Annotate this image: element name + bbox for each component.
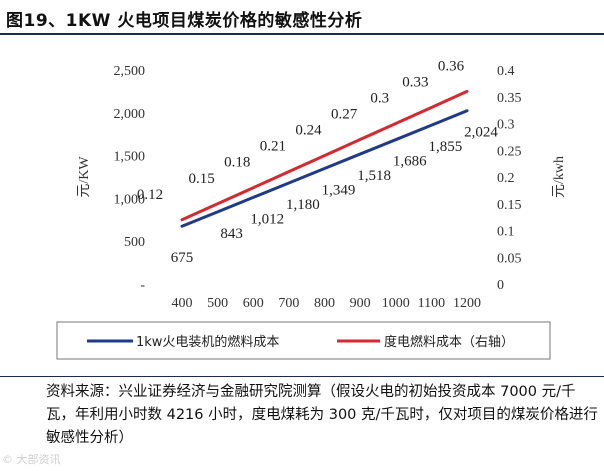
fuel-cost-per-kw-label: 2,024 — [464, 125, 498, 141]
right-y-axis: 0 0.05 0.1 0.15 0.2 0.25 0.3 0.35 0.4 元/kwh — [497, 64, 567, 293]
left-tick-label: 2,000 — [114, 107, 146, 122]
left-axis-title: 元/KW — [77, 156, 92, 198]
x-tick-label: 500 — [207, 296, 228, 311]
fuel-cost-per-kw-label: 1,180 — [286, 197, 320, 213]
right-tick-label: 0.2 — [497, 171, 515, 186]
left-y-axis: - 500 1,000 1,500 2,000 2,500 元/KW — [77, 64, 145, 293]
legend-label-fuel-cost-per-kw: 1kw火电装机的燃料成本 — [136, 334, 279, 350]
left-tick-label: 1,500 — [114, 150, 146, 165]
fuel-cost-per-kwh-label: 0.18 — [224, 155, 250, 171]
fuel-cost-per-kwh-label: 0.33 — [402, 74, 428, 90]
right-tick-label: 0.1 — [497, 225, 515, 240]
x-tick-label: 900 — [350, 296, 371, 311]
source-divider — [0, 376, 604, 377]
x-tick-label: 1100 — [418, 296, 445, 311]
fuel-cost-per-kwh-line — [180, 89, 469, 222]
x-tick-label: 1200 — [453, 296, 481, 311]
title-divider — [0, 33, 604, 35]
data-labels: 675 843 1,0121,1801,3491,5181,6861,8552,02… — [137, 58, 499, 266]
fuel-cost-per-kw-label: 1,686 — [393, 154, 427, 170]
x-tick-label: 700 — [278, 296, 299, 311]
right-tick-label: 0.35 — [497, 91, 522, 106]
right-tick-label: 0.25 — [497, 144, 522, 159]
left-tick-label: - — [140, 278, 145, 293]
fuel-cost-per-kw-label: 1,855 — [429, 139, 463, 155]
series-group — [180, 89, 469, 228]
fuel-cost-per-kw-label: 1,349 — [322, 183, 356, 199]
x-tick-label: 600 — [243, 296, 264, 311]
right-tick-label: 0.05 — [497, 251, 522, 266]
fuel-cost-per-kwh-label: 0.24 — [295, 123, 322, 139]
left-tick-label: 2,500 — [114, 64, 146, 79]
fuel-cost-per-kwh-label: 0.36 — [438, 58, 465, 74]
line-chart: - 500 1,000 1,500 2,000 2,500 元/KW 0 0.05 0.1 0.1… — [56, 58, 567, 360]
right-tick-label: 0.4 — [497, 64, 515, 79]
legend-label-fuel-cost-per-kwh: 度电燃料成本（右轴） — [384, 334, 514, 350]
legend-box — [56, 321, 551, 360]
fuel-cost-per-kw-label: 675 — [171, 250, 194, 266]
chart-title: 图19、1KW 火电项目煤炭价格的敏感性分析 — [6, 11, 363, 31]
fuel-cost-per-kwh-label: 0.15 — [189, 171, 215, 187]
fuel-cost-per-kw-label: 843 — [220, 226, 243, 242]
right-tick-label: 0.15 — [497, 198, 522, 213]
watermark: © 大部资讯 — [2, 453, 61, 466]
source-note: 资料来源：兴业证券经济与金融研究院测算（假设火电的初始投资成本 7000 元/千… — [46, 384, 598, 446]
fuel-cost-per-kw-line — [180, 109, 469, 228]
left-tick-label: 500 — [124, 235, 145, 250]
fuel-cost-per-kwh-label: 0.3 — [370, 91, 389, 107]
fuel-cost-per-kw-label: 1,518 — [357, 168, 391, 184]
fuel-cost-per-kwh-label: 0.21 — [260, 139, 286, 155]
right-axis-title: 元/kwh — [552, 156, 567, 198]
fuel-cost-per-kw-label: 1,012 — [250, 211, 284, 227]
left-tick-label: 1,000 — [114, 192, 146, 207]
right-tick-label: 0 — [497, 278, 504, 293]
fuel-cost-per-kwh-label: 0.27 — [331, 107, 358, 123]
x-tick-label: 1000 — [382, 296, 410, 311]
right-tick-label: 0.3 — [497, 118, 515, 133]
x-axis: 400 500 600 700 800 900 1000 1100 1200 — [172, 296, 482, 311]
fuel-cost-per-kwh-label: 0.12 — [137, 187, 163, 203]
x-tick-label: 400 — [172, 296, 193, 311]
x-tick-label: 800 — [314, 296, 335, 311]
legend: 1kw火电装机的燃料成本 度电燃料成本（右轴） — [56, 321, 551, 360]
